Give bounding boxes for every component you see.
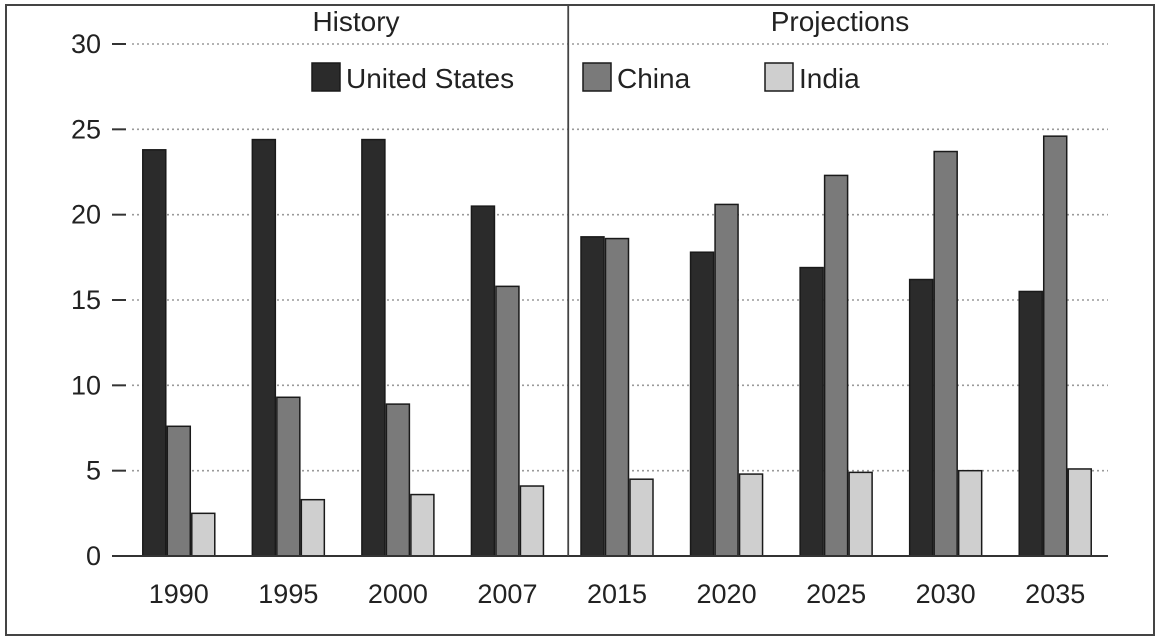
bar-united-states-1990: [142, 149, 167, 557]
y-axis-ticks: 0 5 10 15 20 25 30: [71, 29, 126, 571]
bar-india-2025: [848, 471, 873, 557]
legend-swatch-united-states: [311, 62, 341, 92]
bar-china-2000: [385, 403, 411, 557]
bar-china-2030: [933, 150, 958, 557]
x-tick-label: 2015: [587, 579, 647, 609]
x-tick-label: 1990: [149, 579, 209, 609]
bar-china-1995: [276, 396, 301, 557]
x-tick-label: 2020: [697, 579, 757, 609]
y-tick-label: 0: [86, 541, 101, 571]
bar-india-2015: [629, 478, 654, 557]
bars: [142, 135, 1092, 557]
legend-label-united-states: United States: [346, 63, 514, 94]
bar-china-2020: [714, 203, 739, 557]
bar-china-2015: [604, 237, 630, 557]
bar-united-states-2007: [470, 205, 496, 557]
legend-label-india: India: [799, 63, 860, 94]
bar-china-2025: [823, 174, 849, 557]
x-tick-label: 1995: [258, 579, 318, 609]
bar-united-states-2000: [361, 138, 386, 557]
bar-united-states-2025: [799, 266, 824, 557]
y-tick-label: 5: [86, 456, 101, 486]
bar-china-2007: [495, 285, 520, 557]
y-tick-label: 15: [71, 285, 101, 315]
legend-swatch-china: [582, 62, 612, 92]
legend-swatch-india: [764, 62, 794, 92]
y-tick-label: 10: [71, 370, 101, 400]
chart-frame: [5, 4, 1155, 636]
bar-united-states-2030: [908, 278, 934, 557]
legend-label-china: China: [617, 63, 691, 94]
x-tick-label: 2030: [916, 579, 976, 609]
bar-india-2035: [1067, 468, 1092, 557]
bar-india-2030: [957, 469, 983, 557]
bar-india-2020: [738, 473, 764, 557]
section-label-projections: Projections: [771, 6, 910, 37]
bar-china-1990: [166, 425, 192, 557]
x-axis-ticks: 1990 1995 2000 2007 2015 2020 2025 2030 2035: [149, 579, 1086, 609]
x-tick-label: 2035: [1025, 579, 1085, 609]
bar-united-states-2035: [1018, 290, 1043, 557]
bar-china-2035: [1042, 135, 1068, 557]
bar-united-states-2020: [689, 251, 715, 557]
legend: United States China India: [311, 62, 860, 94]
bar-india-1995: [300, 498, 326, 557]
y-tick-label: 30: [71, 29, 101, 59]
x-tick-label: 2000: [368, 579, 428, 609]
bar-india-1990: [191, 512, 216, 557]
bar-united-states-2015: [580, 236, 605, 557]
y-tick-label: 20: [71, 200, 101, 230]
section-label-history: History: [312, 6, 399, 37]
y-tick-label: 25: [71, 114, 101, 144]
bar-india-2000: [410, 493, 435, 557]
x-tick-label: 2007: [477, 579, 537, 609]
bar-india-2007: [519, 485, 545, 557]
x-tick-label: 2025: [806, 579, 866, 609]
bar-united-states-1995: [251, 138, 277, 557]
